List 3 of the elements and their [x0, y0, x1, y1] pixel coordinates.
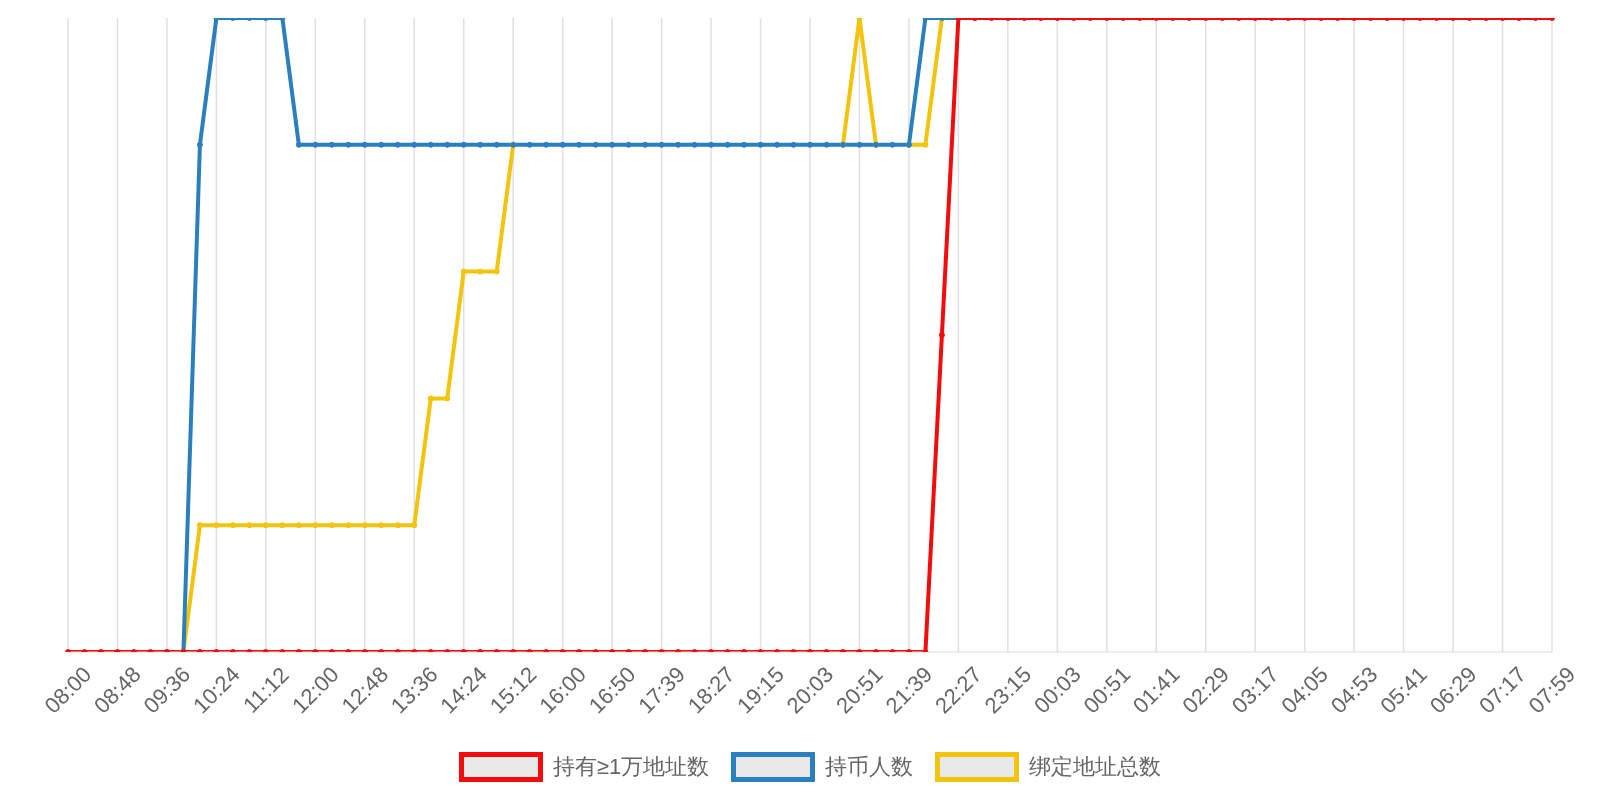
legend-label: 持币人数	[825, 753, 914, 781]
legend-label: 绑定地址总数	[1029, 753, 1162, 781]
legend-label: 持有≥1万地址数	[552, 753, 710, 781]
